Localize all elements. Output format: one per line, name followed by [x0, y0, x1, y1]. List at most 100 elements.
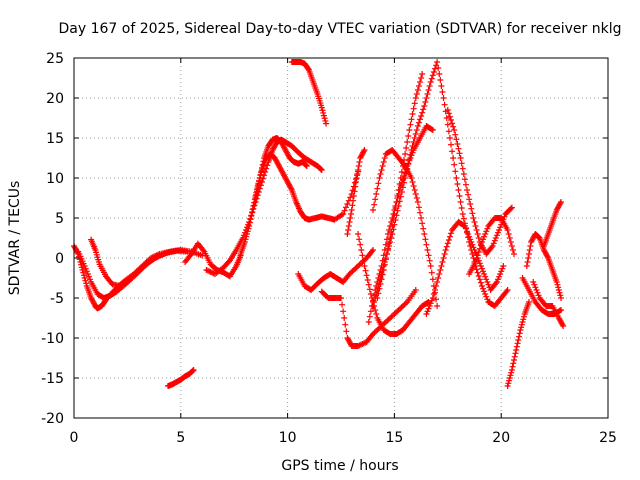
data-point [388, 219, 395, 225]
data-point [471, 219, 478, 225]
series-arc-k [370, 59, 511, 309]
data-point [368, 295, 375, 301]
series-arc-r [466, 215, 518, 277]
data-point [524, 259, 531, 265]
data-point [511, 353, 518, 360]
data-point [318, 166, 325, 173]
data-point [427, 79, 434, 85]
data-point [476, 260, 483, 267]
data-point [480, 285, 487, 292]
data-point [85, 273, 92, 280]
data-point [456, 193, 463, 199]
data-point [435, 65, 442, 71]
data-point [507, 205, 514, 212]
data-point [414, 199, 421, 205]
data-point [386, 227, 393, 233]
data-point [87, 276, 94, 283]
data-point [258, 179, 265, 185]
data-point [319, 107, 326, 114]
data-point [356, 159, 363, 165]
data-point [444, 107, 451, 113]
y-tick-label: 25 [46, 51, 64, 67]
y-axis-label: SDTVAR / TECUs [7, 181, 23, 296]
y-tick-label: 0 [55, 251, 64, 267]
data-point [403, 145, 410, 151]
data-point [417, 209, 424, 216]
data-point [445, 128, 452, 135]
data-point [347, 211, 354, 217]
series-arc-j [318, 287, 419, 349]
data-point [426, 257, 433, 264]
data-point [560, 323, 567, 329]
data-point [259, 161, 266, 168]
data-point [339, 301, 346, 308]
data-point [473, 255, 480, 262]
data-point [397, 183, 404, 189]
data-point [496, 227, 503, 233]
data-point [445, 237, 452, 243]
data-point [469, 210, 476, 217]
data-point [448, 117, 455, 123]
y-tick-label: 5 [55, 211, 64, 227]
data-point [377, 267, 384, 273]
data-point [508, 367, 515, 373]
data-point [242, 236, 249, 243]
data-point [428, 269, 435, 276]
data-point [340, 211, 347, 217]
data-point [503, 288, 510, 295]
data-point [320, 112, 327, 119]
data-point [422, 99, 429, 105]
data-point [371, 303, 378, 309]
data-point [466, 233, 473, 240]
y-tick-label: -15 [41, 371, 64, 387]
data-point [411, 187, 418, 193]
data-point [482, 291, 489, 297]
data-point [518, 324, 525, 331]
data-point [427, 300, 434, 307]
data-point [412, 131, 419, 137]
data-point [558, 295, 565, 301]
data-point [516, 333, 522, 340]
data-point [423, 311, 430, 317]
data-point [83, 268, 90, 275]
series-arc-o [355, 231, 432, 337]
data-point [392, 203, 399, 209]
data-point [367, 291, 374, 297]
data-point [425, 252, 432, 259]
data-point [481, 271, 488, 277]
data-point [514, 340, 521, 347]
data-point [370, 207, 377, 213]
data-point [320, 109, 327, 116]
data-point [249, 209, 255, 216]
data-point [457, 155, 464, 161]
data-point [258, 165, 265, 171]
series-arc-y [344, 147, 368, 237]
data-point [346, 219, 353, 225]
data-point [443, 115, 450, 121]
data-point [535, 292, 542, 299]
data-points [71, 59, 567, 389]
data-point [434, 59, 441, 65]
data-point [246, 219, 253, 226]
data-point [340, 308, 347, 315]
data-point [430, 291, 437, 297]
data-point [250, 203, 257, 209]
data-point [519, 319, 526, 325]
data-point [378, 263, 385, 269]
data-point [444, 121, 451, 128]
x-tick-label: 5 [176, 430, 185, 446]
data-point [81, 275, 88, 281]
data-point [505, 380, 512, 387]
data-point [372, 307, 379, 313]
data-point [476, 245, 483, 252]
data-point [485, 281, 492, 288]
data-point [352, 179, 359, 185]
data-point [435, 275, 442, 281]
data-point [426, 83, 433, 89]
y-tick-label: 15 [46, 131, 64, 147]
data-point [200, 247, 207, 254]
data-point [360, 257, 367, 264]
data-point [440, 95, 447, 101]
data-point [556, 307, 563, 314]
series-arc-x [164, 367, 197, 389]
